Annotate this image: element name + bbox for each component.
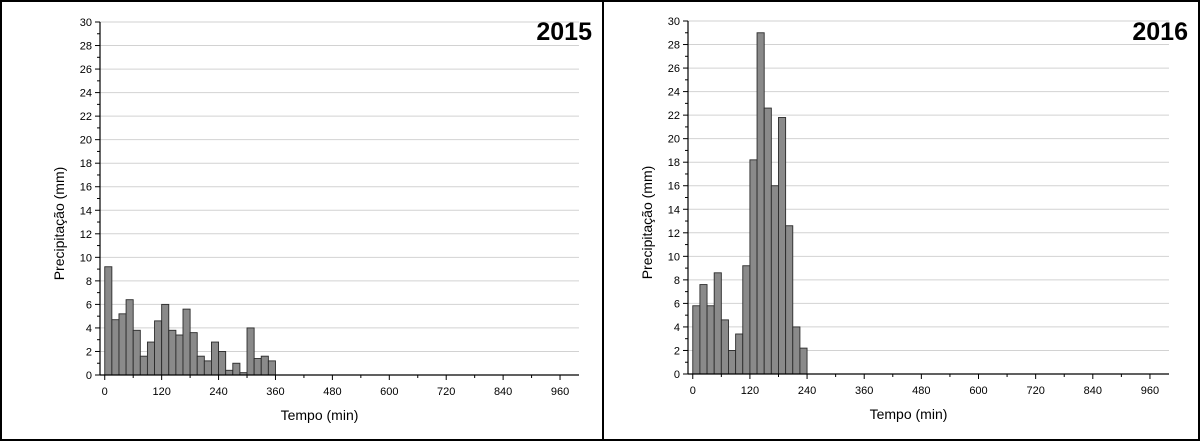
x-tick-label: 840 [1084,385,1102,397]
x-tick-label: 960 [551,386,569,398]
x-tick-label: 360 [266,386,284,398]
bar [260,355,269,376]
bar [267,360,276,376]
y-tick-label: 14 [668,204,680,216]
bar [246,327,255,376]
bar [146,341,155,376]
x-tick-label: 840 [494,386,512,398]
bar [203,360,212,376]
bar [742,265,751,375]
bar [756,32,765,375]
y-tick-label: 28 [668,40,680,52]
y-axis-title: Precipitação (mm) [51,167,67,281]
x-tick-label: 0 [690,385,696,397]
y-tick-label: 4 [86,323,92,335]
bar [792,326,801,375]
bar [720,319,729,375]
y-axis-title: Precipitação (mm) [639,166,655,280]
bar [763,107,772,375]
bar [253,358,262,376]
y-tick-label: 24 [80,88,92,100]
y-tick-label: 22 [80,111,92,123]
x-tick-label: 600 [380,386,398,398]
bar [799,347,808,375]
x-tick-label: 120 [152,386,170,398]
chart-title: 2016 [1132,18,1188,46]
bar [728,350,737,375]
y-tick-label: 0 [674,369,680,381]
bar [713,272,722,375]
x-axis-title: Tempo (min) [870,406,948,422]
y-tick-label: 28 [80,41,92,53]
bar [175,334,184,376]
bar [699,284,708,375]
y-tick-label: 16 [80,182,92,194]
y-tick-label: 26 [668,63,680,75]
chart-panel-2015: 0 2 4 6 8 10 12 14 16 18 20 22 24 26 28 30 0 120 240 360 480… [0,0,604,441]
bar [154,320,163,376]
x-tick-label: 480 [912,385,930,397]
y-tick-label: 6 [86,299,92,311]
chart-title: 2015 [536,18,592,46]
x-tick-label: 240 [798,385,816,397]
y-tick-label: 12 [668,228,680,240]
bar [182,308,191,376]
x-tick-label: 360 [855,385,873,397]
bar [785,225,794,375]
bar [118,313,127,376]
y-tick-label: 20 [80,135,92,147]
y-tick-label: 6 [674,298,680,310]
y-tick-label: 0 [86,370,92,382]
y-tick-label: 8 [86,276,92,288]
y-tick-label: 30 [668,16,680,28]
bar [706,305,715,375]
bar [778,117,787,375]
bar [749,159,758,375]
y-tick-label: 12 [80,229,92,241]
y-tick-label: 20 [668,134,680,146]
bar [218,351,227,376]
y-tick-label: 2 [674,345,680,357]
y-tick-label: 10 [668,251,680,263]
bar [139,355,148,376]
y-tick-label: 26 [80,64,92,76]
y-tick-label: 22 [668,110,680,122]
x-tick-label: 120 [741,385,759,397]
x-tick-label: 600 [969,385,987,397]
bar [161,303,170,376]
bar [211,341,220,376]
x-tick-label: 0 [102,386,108,398]
bar [104,266,113,376]
bar [196,355,205,376]
bar [125,299,134,376]
y-tick-label: 8 [674,275,680,287]
x-axis-title: Tempo (min) [281,407,359,423]
bar [735,333,744,375]
bar [770,185,779,375]
y-tick-label: 18 [80,158,92,170]
x-tick-label: 480 [323,386,341,398]
chart-panel-2016: 0 2 4 6 8 10 12 14 16 18 20 22 24 26 28 30 0 120 240 360 480… [602,0,1200,441]
bar [168,329,177,376]
x-tick-label: 720 [1026,385,1044,397]
bar [225,369,234,376]
y-tick-label: 16 [668,181,680,193]
y-tick-label: 2 [86,346,92,358]
y-tick-label: 14 [80,205,92,217]
y-tick-label: 18 [668,157,680,169]
bar [692,305,701,375]
bar [111,319,120,376]
y-tick-label: 24 [668,87,680,99]
x-tick-label: 240 [209,386,227,398]
y-tick-label: 4 [674,322,680,334]
bar [232,362,241,376]
bar [132,329,141,376]
y-tick-label: 10 [80,252,92,264]
x-tick-label: 720 [437,386,455,398]
x-tick-label: 960 [1141,385,1159,397]
bar [189,332,198,376]
y-tick-label: 30 [80,17,92,29]
